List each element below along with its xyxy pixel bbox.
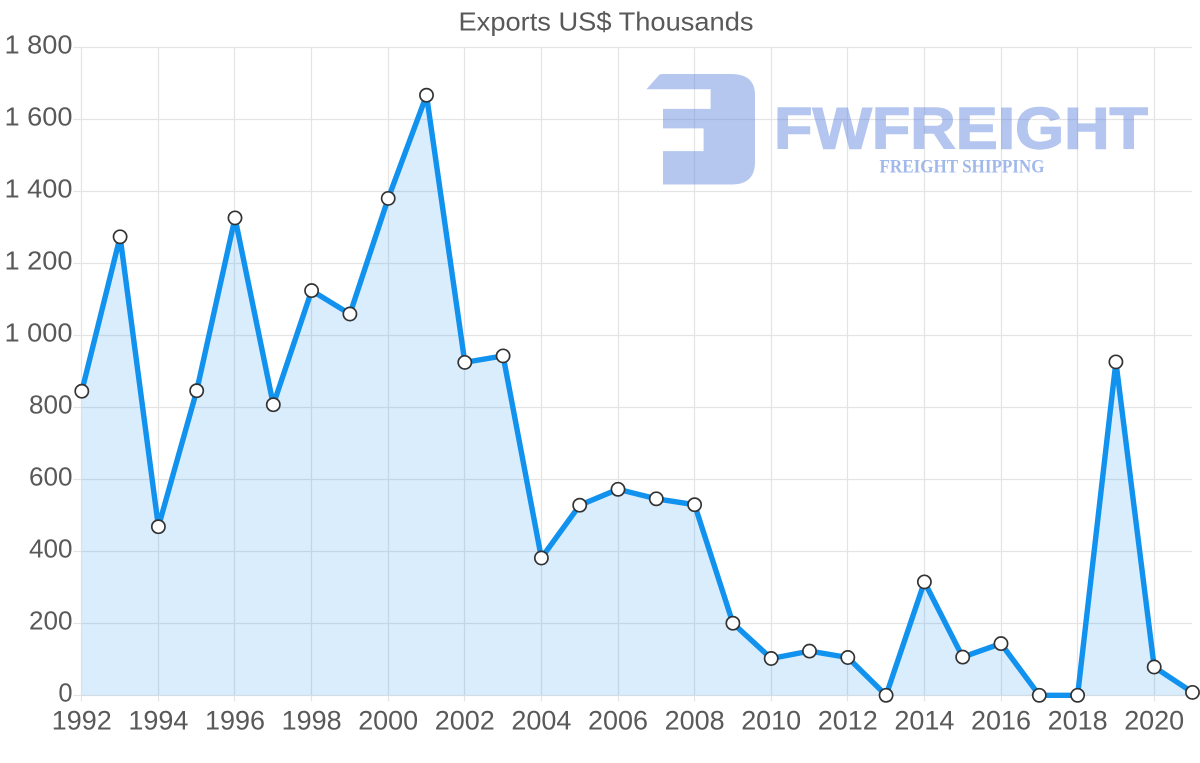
svg-text:1 200: 1 200 [5, 247, 73, 275]
svg-text:800: 800 [29, 391, 73, 419]
svg-text:1996: 1996 [205, 706, 265, 736]
svg-text:2010: 2010 [741, 706, 801, 736]
svg-text:2004: 2004 [511, 706, 571, 736]
svg-text:2014: 2014 [894, 706, 954, 736]
svg-text:2016: 2016 [971, 706, 1031, 736]
svg-text:400: 400 [29, 535, 73, 563]
svg-text:1992: 1992 [52, 706, 112, 736]
svg-text:200: 200 [29, 607, 73, 635]
svg-text:2008: 2008 [665, 706, 725, 736]
svg-text:FWFREIGHT: FWFREIGHT [774, 96, 1148, 161]
svg-text:1 600: 1 600 [5, 103, 73, 131]
svg-text:1 800: 1 800 [5, 31, 73, 59]
svg-text:2020: 2020 [1124, 706, 1184, 736]
svg-text:1 000: 1 000 [5, 319, 73, 347]
svg-text:2002: 2002 [435, 706, 495, 736]
svg-text:1 400: 1 400 [5, 175, 73, 203]
svg-text:0: 0 [58, 679, 72, 707]
svg-text:2012: 2012 [818, 706, 878, 736]
svg-text:600: 600 [29, 463, 73, 491]
svg-text:1998: 1998 [282, 706, 342, 736]
svg-text:Exports US$ Thousands: Exports US$ Thousands [459, 6, 754, 36]
svg-text:1994: 1994 [128, 706, 188, 736]
svg-text:2018: 2018 [1048, 706, 1108, 736]
svg-text:2006: 2006 [588, 706, 648, 736]
svg-text:FREIGHT SHIPPING: FREIGHT SHIPPING [880, 158, 1045, 178]
svg-text:2000: 2000 [358, 706, 418, 736]
